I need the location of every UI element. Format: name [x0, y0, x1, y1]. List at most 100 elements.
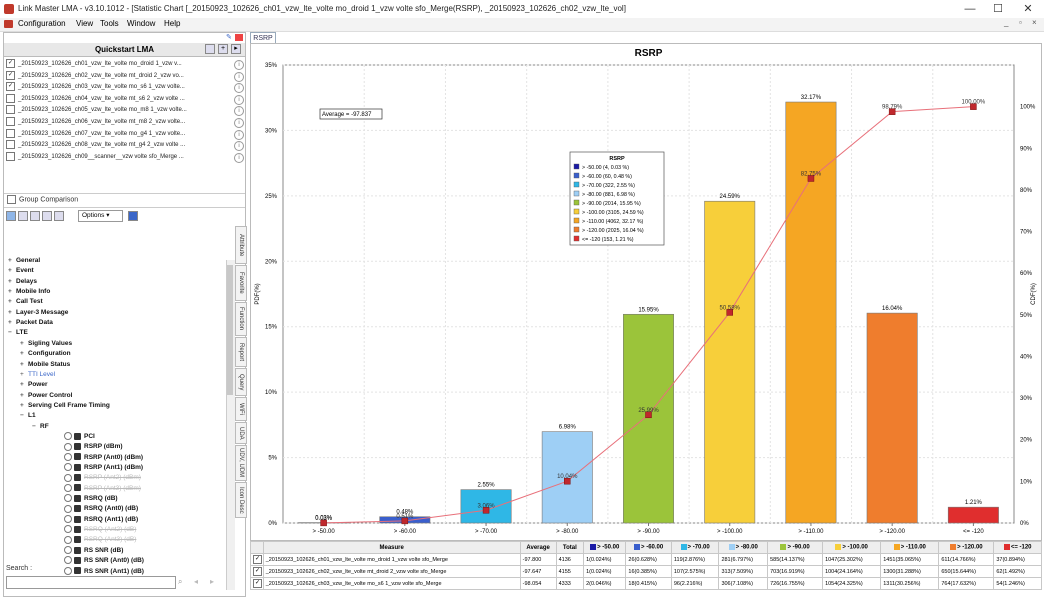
- tree-node[interactable]: + Configuration: [20, 349, 71, 359]
- info-icon[interactable]: i: [234, 118, 244, 128]
- expand-icon[interactable]: +: [20, 381, 24, 389]
- expand-icon[interactable]: +: [8, 288, 12, 296]
- tree-node[interactable]: + Call Test: [8, 297, 43, 307]
- file-checkbox[interactable]: [6, 105, 15, 115]
- close-panel-icon[interactable]: [235, 34, 243, 41]
- search-prev-icon[interactable]: ◂: [194, 577, 199, 586]
- row-checkbox-cell[interactable]: ✓: [250, 565, 264, 578]
- tree-node[interactable]: + Power Control: [20, 391, 72, 401]
- tree-node[interactable]: RSRP (Ant1) (dBm): [64, 463, 143, 473]
- side-tab[interactable]: Query: [235, 368, 247, 396]
- expand-icon[interactable]: +: [20, 370, 24, 378]
- file-checkbox[interactable]: ✓: [6, 59, 15, 68]
- search-icon[interactable]: ⌕: [178, 577, 183, 586]
- drag-handle-icon[interactable]: [64, 483, 72, 492]
- menu-window[interactable]: Window: [127, 19, 156, 28]
- side-tab[interactable]: Report: [235, 337, 247, 367]
- tree-node[interactable]: + Delays: [8, 277, 37, 287]
- file-checkbox[interactable]: ✓: [6, 70, 15, 80]
- file-list-item[interactable]: _20150923_102626_ch04_vzw_lte_volte mt_s…: [6, 93, 244, 105]
- side-tab[interactable]: Function: [235, 302, 247, 336]
- table-header-cell[interactable]: > -120.00: [938, 541, 995, 554]
- drag-handle-icon[interactable]: [64, 494, 72, 503]
- table-header-cell[interactable]: > -60.00: [625, 541, 672, 554]
- row-checkbox[interactable]: ✓: [253, 555, 262, 564]
- list-view-icon[interactable]: [18, 211, 28, 221]
- search-input[interactable]: [6, 576, 176, 589]
- tab-rsrp[interactable]: RSRP: [250, 32, 276, 44]
- table-header-cell[interactable]: > -80.00: [718, 541, 769, 554]
- row-checkbox-cell[interactable]: ✓: [250, 553, 264, 566]
- tree-node[interactable]: + Serving Cell Frame Timing: [20, 401, 110, 411]
- expand-icon[interactable]: +: [8, 277, 12, 285]
- menu-help[interactable]: Help: [164, 19, 181, 28]
- table-header-cell[interactable]: Measure: [262, 541, 521, 554]
- collapse-icon[interactable]: −: [20, 412, 24, 420]
- table-header-cell[interactable]: > -70.00: [670, 541, 720, 554]
- tree-node[interactable]: RS SNR (Ant0) (dB): [64, 556, 144, 566]
- expand-icon[interactable]: +: [8, 298, 12, 306]
- minimize-button[interactable]: —: [964, 3, 976, 15]
- tree-node[interactable]: + TTI Level: [20, 370, 55, 380]
- tree-node[interactable]: + Mobile Info: [8, 287, 50, 297]
- table-header-cell[interactable]: > -100.00: [822, 541, 882, 554]
- drag-handle-icon[interactable]: [64, 463, 72, 472]
- tree-node[interactable]: RS SNR (Ant1) (dB): [64, 566, 144, 577]
- menu-tools[interactable]: Tools: [100, 19, 119, 28]
- file-list-item[interactable]: _20150923_102626_ch06_vzw_lte_volte mt_m…: [6, 117, 244, 128]
- side-tab[interactable]: Attribute: [235, 226, 247, 264]
- tree-node[interactable]: RSRQ (Ant2) (dB): [64, 525, 136, 535]
- mdi-minimize-icon[interactable]: _: [1004, 18, 1009, 27]
- search-next-icon[interactable]: ▸: [210, 577, 215, 586]
- tree-node[interactable]: RSRP (Ant3) (dBm): [64, 483, 141, 494]
- file-list-item[interactable]: _20150923_102626_ch07_vzw_lte_volte mo_g…: [6, 128, 244, 140]
- info-icon[interactable]: i: [234, 71, 244, 82]
- tree-node[interactable]: RSRQ (Ant0) (dB): [64, 504, 138, 514]
- file-list-item[interactable]: ✓ _20150923_102626_ch03_vzw_lte_volte mo_…: [6, 82, 244, 94]
- drag-handle-icon[interactable]: [64, 504, 72, 513]
- drag-handle-icon[interactable]: [64, 556, 72, 565]
- expand-icon[interactable]: +: [8, 257, 12, 264]
- tree-node[interactable]: + Power: [20, 380, 48, 390]
- drag-handle-icon[interactable]: [64, 473, 72, 482]
- tree-node[interactable]: − LTE: [8, 328, 28, 338]
- tree-node[interactable]: RSRQ (Ant3) (dB): [64, 535, 136, 545]
- mdi-close-icon[interactable]: ×: [1032, 18, 1037, 27]
- file-list-item[interactable]: ✓ _20150923_102626_ch01_vzw_lte_volte mo_…: [6, 59, 244, 70]
- side-tab[interactable]: Favorite: [235, 265, 247, 301]
- table-header-cell[interactable]: > -110.00: [880, 541, 940, 554]
- file-list-item[interactable]: _20150923_102626_ch08_vzw_lte_volte mt_g…: [6, 140, 244, 152]
- tree-node[interactable]: − L1: [20, 411, 36, 421]
- tree-node[interactable]: + Mobile Status: [20, 360, 70, 370]
- file-checkbox[interactable]: [6, 140, 15, 150]
- tree-node[interactable]: + Event: [8, 266, 34, 276]
- file-checkbox[interactable]: [6, 128, 15, 138]
- expand-icon[interactable]: +: [8, 308, 12, 316]
- expand-icon[interactable]: +: [8, 319, 12, 327]
- tree-node[interactable]: RSRP (Ant2) (dBm): [64, 473, 141, 483]
- table-header-cell[interactable]: Average: [519, 541, 557, 554]
- expand-icon[interactable]: +: [20, 339, 24, 347]
- info-icon[interactable]: i: [234, 152, 244, 163]
- menu-view[interactable]: View: [76, 19, 94, 28]
- side-tab[interactable]: WiFi: [235, 397, 247, 421]
- tree-node[interactable]: RS SNR (dB): [64, 546, 123, 556]
- table-row[interactable]: ✓ _20150923_102626_ch03_vzw_lte_volte mo_…: [250, 577, 1042, 590]
- drag-handle-icon[interactable]: [64, 442, 72, 451]
- table-row[interactable]: ✓ _20150923_102626_ch02_vzw_lte_volte mt_…: [250, 565, 1042, 578]
- table-header-cell[interactable]: <= -120: [993, 541, 1042, 554]
- file-list-item[interactable]: _20150923_102626_ch09__scanner__vzw volt…: [6, 151, 244, 163]
- tree-node[interactable]: RSRP (Ant0) (dBm): [64, 452, 143, 463]
- tree-node[interactable]: + Packet Data: [8, 318, 53, 328]
- drag-handle-icon[interactable]: [64, 535, 72, 544]
- collapse-icon[interactable]: −: [32, 422, 36, 430]
- file-list-item[interactable]: _20150923_102626_ch05_vzw_lte_volte mo_m…: [6, 105, 244, 117]
- group-comparison-check[interactable]: [7, 195, 16, 204]
- file-checkbox[interactable]: [6, 151, 15, 161]
- info-icon[interactable]: i: [234, 106, 244, 117]
- file-checkbox[interactable]: [6, 93, 15, 103]
- table-header-cell[interactable]: > -50.00: [583, 541, 627, 554]
- drag-handle-icon[interactable]: [64, 525, 72, 534]
- table-header-cell[interactable]: [250, 541, 264, 554]
- expand-icon[interactable]: +: [20, 350, 24, 358]
